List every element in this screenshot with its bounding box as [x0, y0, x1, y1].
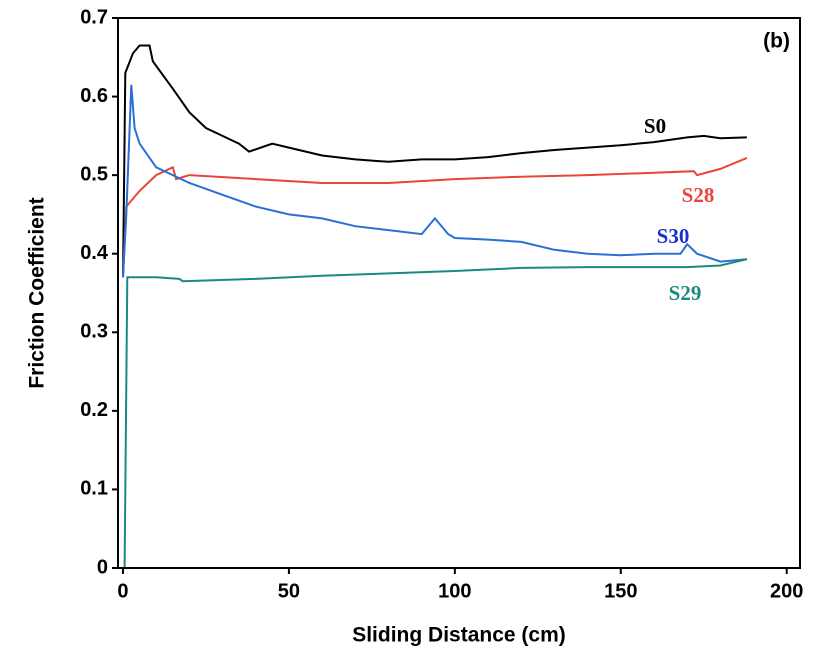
series-line: [122, 44, 747, 278]
x-tick-label: 0: [117, 580, 128, 602]
y-tick-label: 0.5: [80, 163, 108, 185]
series-label: S29: [669, 281, 702, 305]
y-tick-label: 0.6: [80, 85, 108, 107]
series-label: S30: [657, 224, 690, 248]
series-line: [122, 156, 748, 278]
x-tick-label: 150: [604, 580, 637, 602]
y-axis-label: Friction Coefficient: [26, 197, 49, 388]
series-line: [122, 84, 747, 278]
x-axis-label: Sliding Distance (cm): [352, 624, 566, 647]
series-label: S0: [644, 114, 666, 138]
series-label: S28: [682, 183, 715, 207]
y-tick-label: 0.3: [80, 321, 108, 343]
plot-frame: [117, 17, 801, 569]
x-tick-label: 200: [770, 580, 803, 602]
y-tick-label: 0.4: [80, 242, 109, 264]
series-line: [123, 258, 748, 569]
annotation: (b): [763, 30, 790, 53]
x-tick-label: 50: [278, 580, 300, 602]
y-tick-label: 0.2: [80, 399, 108, 421]
y-tick-label: 0.7: [80, 6, 108, 28]
y-tick-label: 0: [97, 556, 108, 578]
x-tick-label: 100: [438, 580, 471, 602]
y-tick-label: 0.1: [80, 478, 108, 500]
